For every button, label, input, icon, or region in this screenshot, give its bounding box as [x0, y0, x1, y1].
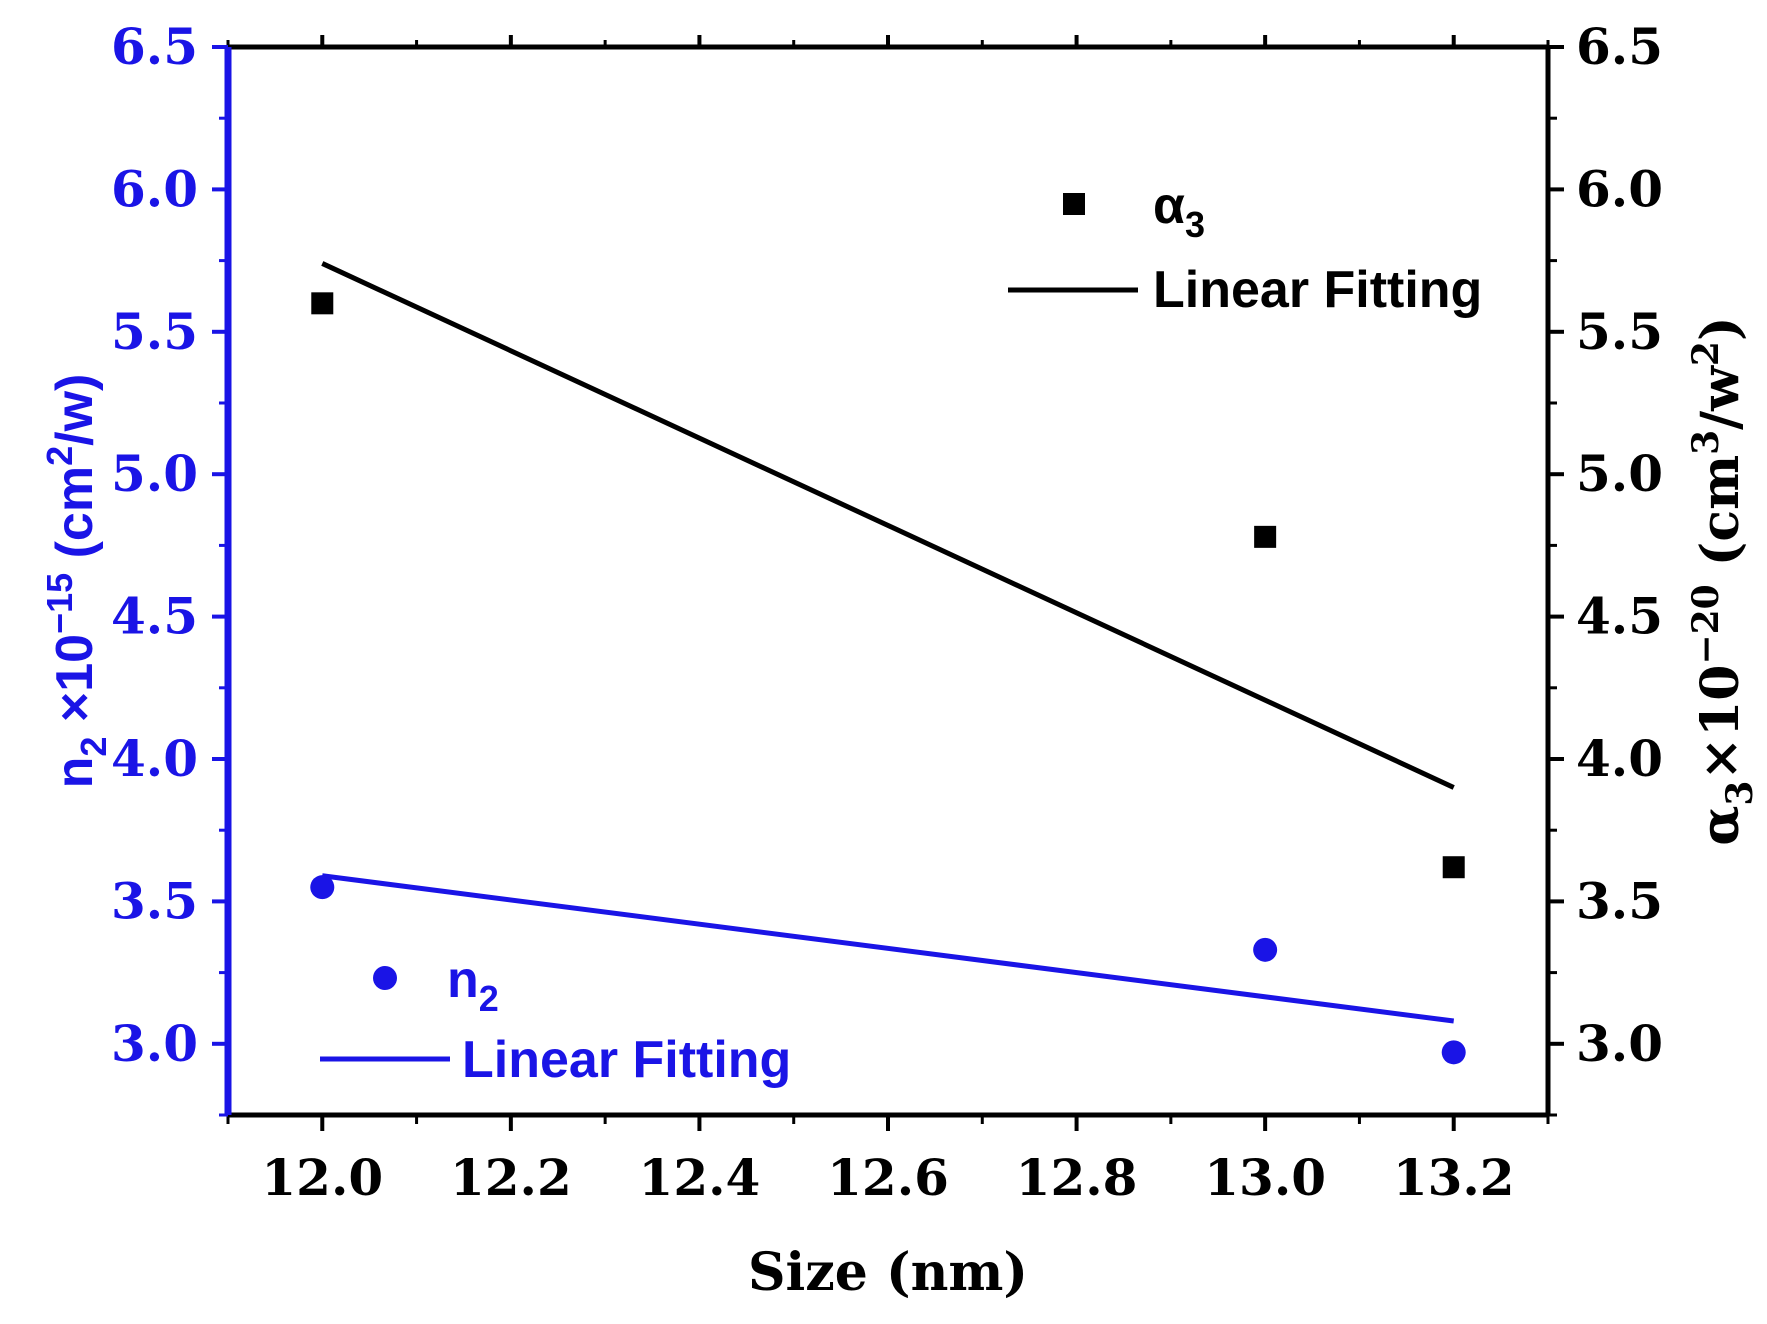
left-y-tick-label: 6.0: [111, 159, 198, 218]
legend-n2-marker: [373, 966, 397, 990]
left-y-tick-label: 5.5: [111, 302, 198, 361]
right-y-tick-label: 6.5: [1576, 17, 1663, 76]
titles-layer: Size (nm) n2 ×10−15 (cm2/w) α3×10−20 (cm3/…: [39, 316, 1761, 1303]
right-y-tick-label: 6.0: [1576, 159, 1663, 218]
right-y-tick-label: 3.0: [1576, 1014, 1663, 1073]
alpha3-point: [1254, 525, 1277, 548]
left-y-tick-label: 5.0: [111, 444, 198, 503]
x-axis-title: Size (nm): [748, 1242, 1028, 1303]
legend-blue-fit-label: Linear Fitting: [462, 1031, 791, 1089]
x-tick-label: 12.6: [827, 1148, 949, 1207]
axes-layer: [224, 44, 1551, 1118]
right-y-tick-label: 4.5: [1576, 587, 1663, 646]
legend-n2-label: n2: [447, 951, 499, 1019]
right-y-tick-label: 4.0: [1576, 729, 1663, 788]
alpha3-point: [1442, 856, 1465, 879]
x-tick-label: 12.2: [450, 1148, 572, 1207]
legend-black-fit-label: Linear Fitting: [1153, 261, 1482, 319]
alpha3-point: [311, 292, 334, 315]
right-y-tick-label: 3.5: [1576, 871, 1663, 930]
ticks-layer: 12.0 12.2 12.4 12.6 12.8 13.0 13.2 3.0 3.5 4.0 4.5…: [111, 17, 1663, 1207]
x-tick-label: 13.2: [1393, 1148, 1515, 1207]
x-tick-label: 12.4: [639, 1148, 761, 1207]
left-y-tick-label: 4.5: [111, 587, 198, 646]
legend-layer: α3 Linear Fitting n2 Linear Fitting: [320, 177, 1482, 1089]
fit-line-right: [321, 261, 1455, 790]
series-layer: [310, 261, 1466, 1065]
x-tick-label: 13.0: [1204, 1148, 1326, 1207]
n2-point: [310, 875, 335, 900]
x-tick-label: 12.0: [261, 1148, 383, 1207]
x-tick-label: 12.8: [1016, 1148, 1138, 1207]
left-y-axis-title: n2 ×10−15 (cm2/w): [39, 374, 114, 789]
left-y-tick-label: 3.5: [111, 871, 198, 930]
fit-line-left: [321, 873, 1455, 1024]
right-y-axis-title: α3×10−20 (cm3/w2): [1685, 316, 1761, 845]
left-y-tick-label: 3.0: [111, 1014, 198, 1073]
n2-point: [1441, 1040, 1466, 1065]
legend-alpha3-label: α3: [1153, 177, 1205, 245]
legend-alpha3-marker: [1063, 193, 1085, 215]
left-y-tick-label: 6.5: [111, 17, 198, 76]
n2-point: [1253, 937, 1278, 962]
right-y-tick-label: 5.5: [1576, 302, 1663, 361]
right-y-tick-label: 5.0: [1576, 444, 1663, 503]
left-y-tick-label: 4.0: [111, 729, 198, 788]
